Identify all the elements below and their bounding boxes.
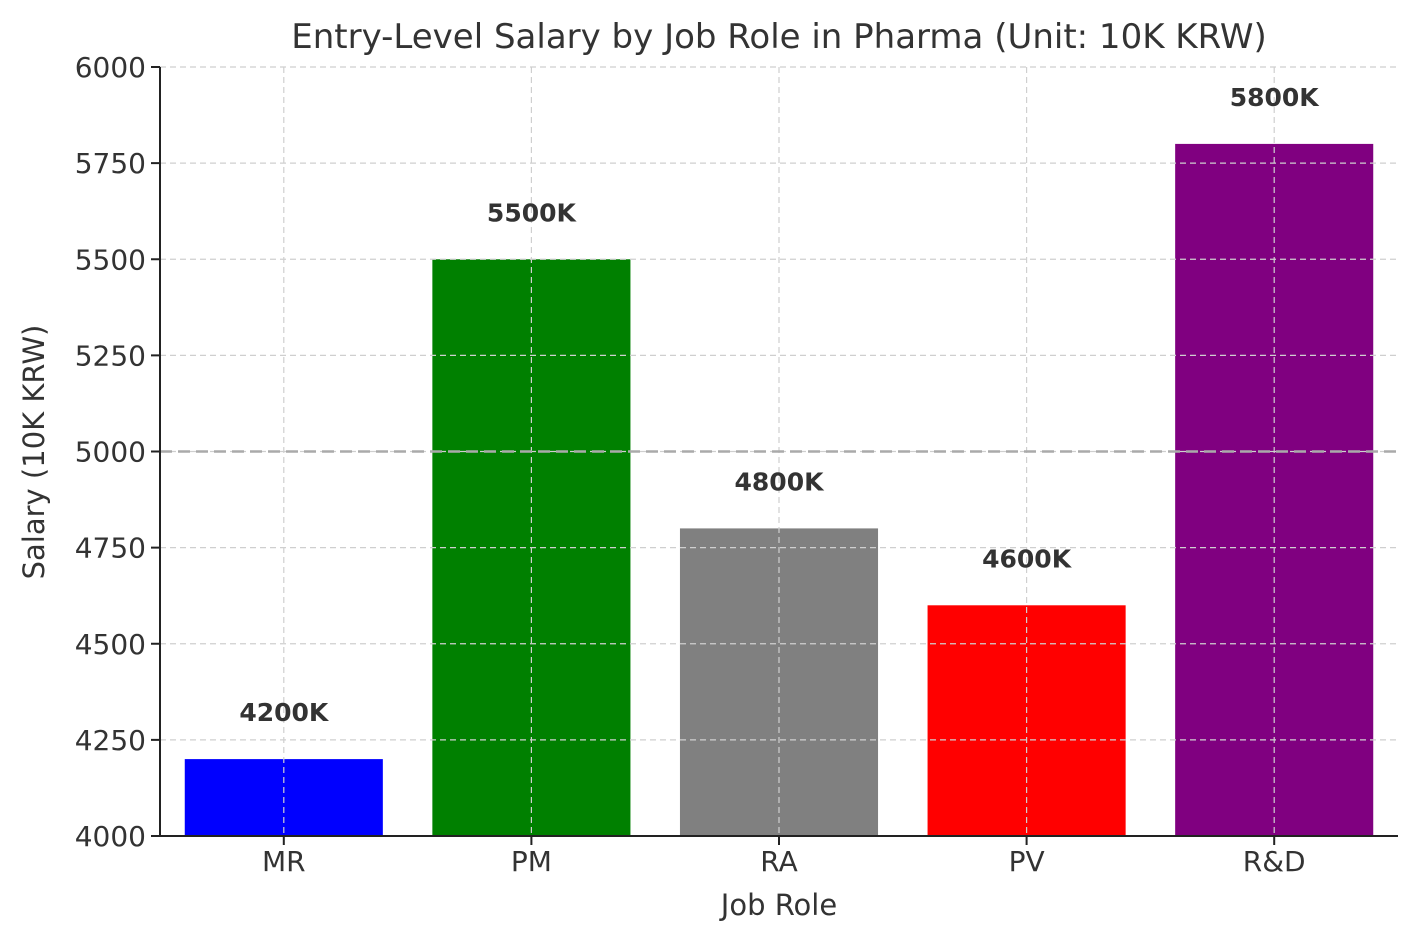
y-tick-label: 5500 [75, 243, 146, 276]
y-tick-label: 6000 [75, 51, 146, 84]
y-tick-label: 4750 [75, 532, 146, 565]
y-tick-label: 5750 [75, 147, 146, 180]
y-axis-title: Salary (10K KRW) [17, 325, 51, 580]
x-tick-label: R&D [1243, 845, 1306, 878]
x-tick-label: PM [511, 845, 552, 878]
y-tick-label: 5250 [75, 339, 146, 372]
x-tick-label: MR [262, 845, 306, 878]
x-tick-label: PV [1009, 845, 1045, 878]
data-label: 4600K [982, 544, 1073, 573]
axes: 4000 4250 4500 4750 5000 5250 5500 5750 6000 MR PM… [75, 51, 1398, 878]
data-label: 4800K [735, 467, 826, 496]
y-tick-label: 5000 [75, 436, 146, 469]
data-labels: 4200K 5500K 4800K 4600K 5800K [239, 83, 1320, 727]
y-tick-label: 4250 [75, 724, 146, 757]
data-label: 5800K [1230, 83, 1321, 112]
chart-title: Entry-Level Salary by Job Role in Pharma… [291, 17, 1266, 57]
data-label: 4200K [239, 698, 330, 727]
data-label: 5500K [487, 198, 578, 227]
y-tick-label: 4500 [75, 628, 146, 661]
x-tick-label: RA [760, 845, 797, 878]
y-tick-label: 4000 [75, 820, 146, 853]
x-axis-title: Job Role [719, 888, 837, 922]
